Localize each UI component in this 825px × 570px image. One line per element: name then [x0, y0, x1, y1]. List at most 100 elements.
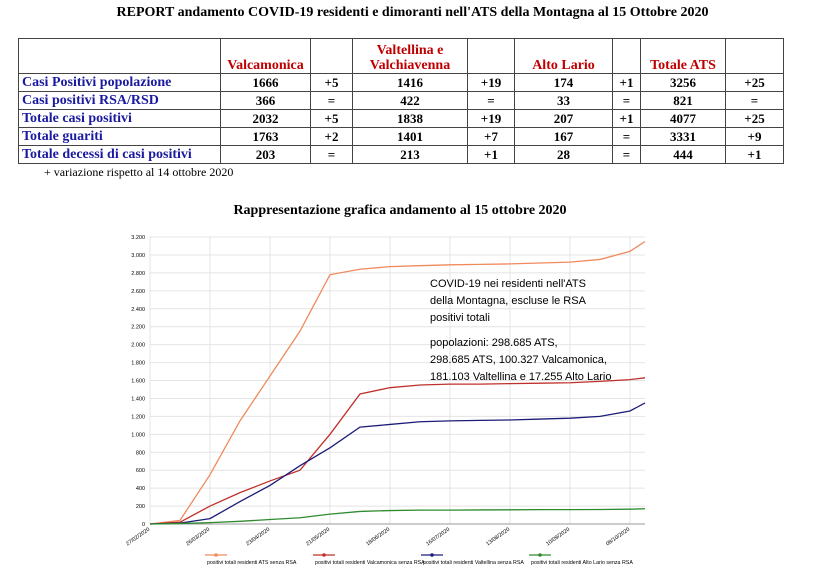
table-cell: 174	[514, 73, 613, 92]
table-row: Casi Positivi popolazione 1666 +5 1416 +19 17…	[18, 73, 784, 92]
row-label: Casi Positivi popolazione	[18, 73, 221, 92]
group-header: Totale ATS	[640, 38, 726, 74]
table-cell: =	[467, 91, 515, 110]
table-cell: 821	[640, 91, 726, 110]
table-cell: +19	[467, 73, 515, 92]
annotation-line: popolazioni: 298.685 ATS,	[430, 337, 558, 349]
table-cell: +9	[725, 127, 784, 146]
table-cell: 444	[640, 145, 726, 164]
table-row: Casi positivi RSA/RSD 366 = 422 = 33 = 821 =	[18, 91, 784, 110]
chart: 0 200 400 600 800 1.000 1.200 1.400 1.600 1.800 2.…	[125, 235, 646, 566]
y-tick-label: 1.200	[131, 414, 145, 420]
header-cell	[612, 38, 641, 74]
table-cell: +1	[612, 109, 641, 128]
y-tick-label: 400	[136, 486, 145, 492]
row-label: Totale decessi di casi positivi	[18, 145, 221, 164]
header-cell	[467, 38, 515, 74]
footnote: + variazione rispetto al 14 ottobre 2020	[44, 165, 234, 179]
table-cell: +7	[467, 127, 515, 146]
y-tick-label: 2.600	[131, 289, 145, 295]
table-cell: 4077	[640, 109, 726, 128]
table-cell: 28	[514, 145, 613, 164]
y-tick-label: 1.600	[131, 379, 145, 385]
table-row: Totale casi positivi 2032 +5 1838 +19 207 +1 40…	[18, 109, 784, 128]
table-cell: 207	[514, 109, 613, 128]
table-cell: =	[612, 145, 641, 164]
legend-label: positivi totali residenti ATS senza RSA	[207, 560, 297, 566]
x-tick-label: 13/08/2020	[485, 527, 511, 548]
header-row: Valcamonica Valtellina e Valchiavenna Alto…	[18, 38, 784, 74]
annotation-line: COVID-19 nei residenti nell'ATS	[430, 278, 586, 290]
legend-label: positivi totali residenti Alto Lario sen…	[531, 560, 633, 566]
y-tick-label: 2.000	[131, 343, 145, 349]
table-cell: 1838	[352, 109, 468, 128]
annotation-line: della Montagna, escluse le RSA	[430, 295, 587, 307]
x-tick-label: 16/07/2020	[425, 527, 451, 548]
series-line	[149, 240, 646, 525]
table-cell: 1763	[220, 127, 311, 146]
annotation-line: 298.685 ATS, 100.327 Valcamonica,	[430, 354, 607, 366]
table-cell: 167	[514, 127, 613, 146]
group-header: Alto Lario	[514, 38, 613, 74]
header-cell	[725, 38, 784, 74]
table-cell: 422	[352, 91, 468, 110]
table-cell: +5	[310, 73, 353, 92]
row-label: Casi positivi RSA/RSD	[18, 91, 221, 110]
legend-label: positivi totali residenti Valtellina sen…	[423, 560, 524, 566]
table-row: Totale decessi di casi positivi 203 = 213 +1…	[18, 145, 784, 164]
x-tick-label: 23/04/2020	[245, 527, 271, 548]
table-cell: +1	[612, 73, 641, 92]
table-cell: 1666	[220, 73, 311, 92]
y-tick-label: 0	[142, 522, 145, 528]
table-cell: +5	[310, 109, 353, 128]
series-line	[149, 402, 646, 525]
x-tick-label: 26/03/2020	[185, 527, 211, 548]
header-cell	[18, 38, 221, 74]
table-cell: 1401	[352, 127, 468, 146]
annotation-line: positivi totali	[430, 312, 490, 324]
table-cell: 213	[352, 145, 468, 164]
x-tick-label: 21/05/2020	[305, 527, 331, 548]
x-tick-label: 27/02/2020	[125, 527, 151, 548]
series-line	[149, 377, 646, 525]
table-cell: 366	[220, 91, 311, 110]
series-line	[149, 508, 646, 525]
table-cell: =	[612, 127, 641, 146]
table-cell: +25	[725, 109, 784, 128]
table-cell: 3256	[640, 73, 726, 92]
table-cell: +1	[725, 145, 784, 164]
legend-marker	[322, 553, 326, 557]
annotation-line: 181.103 Valtellina e 17.255 Alto Lario	[430, 371, 611, 383]
group-header: Valtellina e Valchiavenna	[352, 38, 468, 74]
legend-label: positivi totali residenti Valcamonica se…	[315, 560, 425, 566]
y-tick-label: 600	[136, 468, 145, 474]
row-label: Totale casi positivi	[18, 109, 221, 128]
chart-title: Rappresentazione grafica andamento al 15…	[233, 203, 567, 218]
table-cell: 203	[220, 145, 311, 164]
table-cell: +25	[725, 73, 784, 92]
table-cell: =	[612, 91, 641, 110]
y-tick-label: 3.000	[131, 253, 145, 259]
table-row: Totale guariti 1763 +2 1401 +7 167 = 3331 +9	[18, 127, 784, 146]
table-cell: +2	[310, 127, 353, 146]
x-tick-label: 08/10/2020	[605, 527, 631, 548]
table-cell: =	[310, 145, 353, 164]
report-title: REPORT andamento COVID-19 residenti e di…	[116, 5, 709, 20]
y-tick-label: 1.400	[131, 396, 145, 402]
y-tick-label: 2.800	[131, 271, 145, 277]
y-tick-label: 1.800	[131, 361, 145, 367]
group-header: Valcamonica	[220, 38, 311, 74]
y-tick-label: 2.200	[131, 325, 145, 331]
table-cell: +19	[467, 109, 515, 128]
table-cell: =	[310, 91, 353, 110]
legend-marker	[538, 553, 542, 557]
table-cell: 2032	[220, 109, 311, 128]
y-tick-label: 3.200	[131, 235, 145, 241]
report-table: Valcamonica Valtellina e Valchiavenna Alto…	[18, 38, 784, 164]
y-tick-label: 2.400	[131, 307, 145, 313]
y-tick-label: 800	[136, 450, 145, 456]
table-cell: 1416	[352, 73, 468, 92]
legend-marker	[214, 553, 218, 557]
table-cell: 3331	[640, 127, 726, 146]
